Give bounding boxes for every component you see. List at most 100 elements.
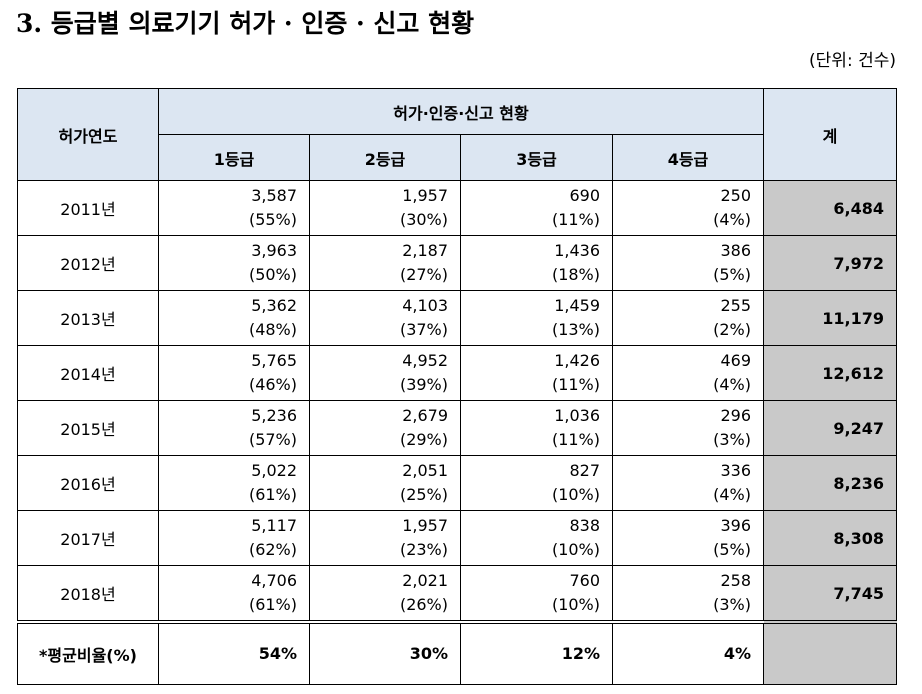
total-cell: 7,745 [763,565,897,623]
count-cell: 5,236 (57%) [158,400,310,456]
percent: (57%) [248,430,297,449]
count-cell: 2,679 (29%) [309,400,461,456]
count-cell: 396 (5%) [612,510,764,566]
count-cell: 4,706 (61%) [158,565,310,623]
unit-note: (단위: 건수) [809,51,896,71]
count-cell: 690 (11%) [460,180,613,236]
count: 827 [569,461,600,480]
count: 296 [720,406,751,425]
total-cell: 7,972 [763,235,897,291]
header-cell: 2등급 [309,134,461,181]
year-cell: 2014년 [17,345,159,401]
title: 3. 등급별 의료기기 허가 · 인증 · 신고 현황 [16,9,475,38]
count-cell: 469 (4%) [612,345,764,401]
total-cell: 6,484 [763,180,897,236]
percent: (50%) [248,265,297,284]
year-cell: 2013년 [17,290,159,346]
count: 5,236 [251,406,297,425]
count: 1,957 [402,186,448,205]
count-cell: 838 (10%) [460,510,613,566]
total-cell: 11,179 [763,290,897,346]
percent: (23%) [399,540,448,559]
percent: (30%) [399,210,448,229]
count-cell: 4,952 (39%) [309,345,461,401]
count-cell: 760 (10%) [460,565,613,623]
count-cell: 2,021 (26%) [309,565,461,623]
table: 허가연도 허가·인증·신고 현황 계 1등급 2등급 3등급 4등급 2011년 3,5… [17,88,897,685]
percent: (29%) [399,430,448,449]
percent: (11%) [551,430,600,449]
percent: (4%) [713,375,751,394]
percent: (4%) [713,485,751,504]
count: 3,963 [251,241,297,260]
count-cell: 1,036 (11%) [460,400,613,456]
count: 1,957 [402,516,448,535]
count-cell: 5,117 (62%) [158,510,310,566]
count-cell: 1,957 (23%) [309,510,461,566]
header-cell: 계 [763,88,897,181]
percent: (10%) [551,595,600,614]
row: 2017년 5,117 (62%) 1,957 (23%) 838 (10%) 396 (5%)… [17,510,897,566]
header-cell: 1등급 [158,134,310,181]
percent: (25%) [399,485,448,504]
row: 2012년 3,963 (50%) 2,187 (27%) 1,436 (18%) 386 (5… [17,235,897,291]
header-cell: 3등급 [460,134,613,181]
year-cell: 2017년 [17,510,159,566]
percent: (27%) [399,265,448,284]
count: 5,117 [251,516,297,535]
header-cell: 허가·인증·신고 현황 [158,88,764,135]
percent: (11%) [551,375,600,394]
count: 386 [720,241,751,260]
average-row: *평균비율(%) 54% 30% 12% 4% [17,620,897,685]
year-cell: 2012년 [17,235,159,291]
percent: (5%) [713,265,751,284]
year-cell: 2011년 [17,180,159,236]
count-cell: 827 (10%) [460,455,613,511]
count: 1,426 [554,351,600,370]
average-cell: 30% [309,620,461,685]
average-cell: 4% [612,620,764,685]
count-cell: 258 (3%) [612,565,764,623]
count-cell: 3,587 (55%) [158,180,310,236]
count: 250 [720,186,751,205]
count-cell: 1,436 (18%) [460,235,613,291]
count-cell: 3,963 (50%) [158,235,310,291]
percent: (37%) [399,320,448,339]
count-cell: 5,362 (48%) [158,290,310,346]
percent: (62%) [248,540,297,559]
count: 3,587 [251,186,297,205]
total-cell: 8,236 [763,455,897,511]
count-cell: 2,051 (25%) [309,455,461,511]
row: 2015년 5,236 (57%) 2,679 (29%) 1,036 (11%) 296 (3… [17,400,897,456]
percent: (5%) [713,540,751,559]
total-cell: 9,247 [763,400,897,456]
count: 1,459 [554,296,600,315]
average-cell: 54% [158,620,310,685]
count: 690 [569,186,600,205]
percent: (39%) [399,375,448,394]
count: 396 [720,516,751,535]
percent: (3%) [713,595,751,614]
count: 4,952 [402,351,448,370]
total-cell: 8,308 [763,510,897,566]
count: 760 [569,571,600,590]
count: 1,036 [554,406,600,425]
percent: (10%) [551,540,600,559]
count: 5,765 [251,351,297,370]
average-label: *평균비율(%) [17,620,159,685]
count: 2,051 [402,461,448,480]
count-cell: 2,187 (27%) [309,235,461,291]
header-cell: 허가연도 [17,88,159,181]
row: 2018년 4,706 (61%) 2,021 (26%) 760 (10%) 258 (3%)… [17,565,897,623]
count: 2,679 [402,406,448,425]
percent: (10%) [551,485,600,504]
count-cell: 5,765 (46%) [158,345,310,401]
percent: (13%) [551,320,600,339]
percent: (3%) [713,430,751,449]
year-cell: 2016년 [17,455,159,511]
count-cell: 336 (4%) [612,455,764,511]
percent: (2%) [713,320,751,339]
count: 336 [720,461,751,480]
count: 258 [720,571,751,590]
